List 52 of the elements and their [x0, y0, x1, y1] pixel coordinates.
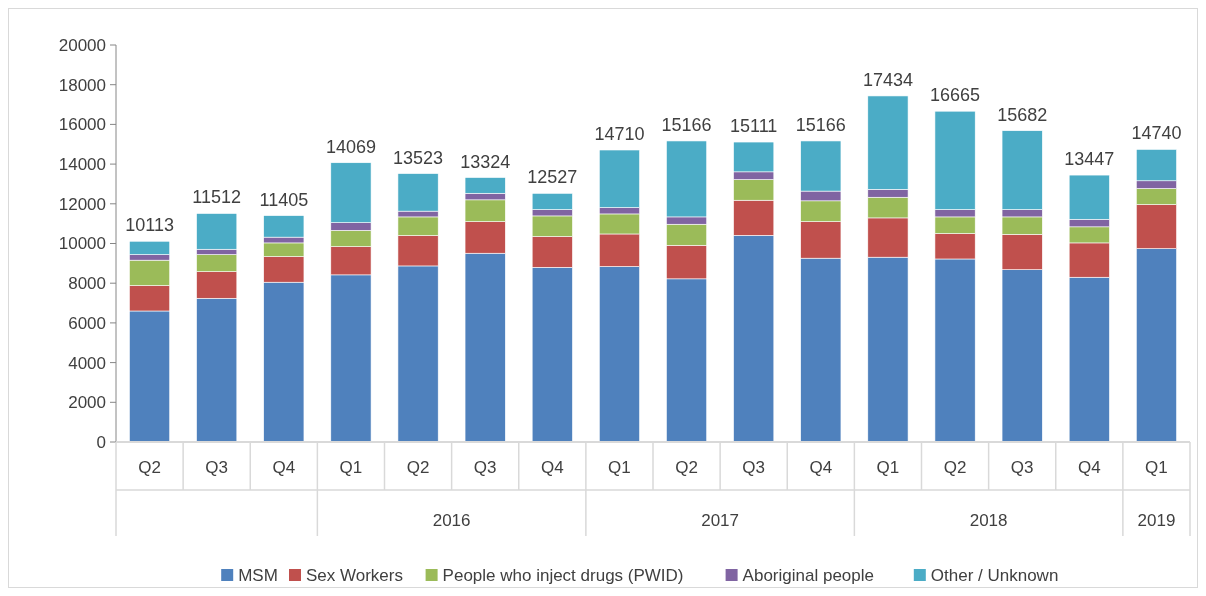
x-tick-label: Q4 — [809, 458, 833, 477]
x-tick-label: Q3 — [473, 458, 497, 477]
total-label: 13523 — [393, 147, 444, 168]
text: 2017 — [701, 511, 740, 530]
x-tick-label: Q3 — [205, 458, 229, 477]
y-tick-label: 10000 — [58, 234, 106, 254]
legend-label: People who inject drugs (PWID) — [442, 566, 684, 585]
total-label: 14069 — [325, 136, 376, 157]
total-label: 11405 — [259, 189, 309, 210]
text: 2016 — [432, 511, 471, 530]
x-tick-label: Q1 — [1145, 458, 1168, 477]
total-label: 13447 — [1064, 149, 1115, 170]
x-tick-label: Q4 — [272, 458, 296, 477]
y-tick-label: 8000 — [68, 274, 106, 294]
total-label: 13324 — [460, 151, 511, 172]
y-tick-label: 2000 — [68, 393, 106, 413]
total-label: 14740 — [1131, 123, 1182, 144]
x-tick-label: Q1 — [608, 458, 631, 477]
y-tick-label: 20000 — [58, 35, 106, 55]
text: 2018 — [969, 511, 1008, 530]
y-tick-label: 6000 — [68, 313, 106, 333]
total-label: 15166 — [661, 114, 712, 135]
x-tick-label: Q1 — [876, 458, 900, 477]
x-tick-label: Q2 — [406, 458, 430, 477]
x-tick-label: Q2 — [138, 458, 161, 477]
legend-label: Sex Workers — [306, 566, 403, 585]
total-label: 14710 — [594, 124, 645, 145]
y-tick-label: 16000 — [58, 115, 106, 135]
y-tick-label: 0 — [96, 432, 106, 452]
x-tick-label: Q3 — [1010, 458, 1034, 477]
x-tick-label: Q1 — [339, 458, 363, 477]
y-tick-label: 4000 — [68, 353, 106, 373]
x-tick-label: Q2 — [675, 458, 698, 477]
legend-label: Aboriginal people — [742, 566, 874, 585]
total-label: 16665 — [930, 85, 981, 106]
y-tick-label: 14000 — [58, 155, 106, 175]
total-label: 10113 — [125, 215, 174, 236]
y-tick-label: 12000 — [58, 194, 106, 214]
legend-label: MSM — [238, 566, 278, 585]
x-tick-label: Q2 — [943, 458, 967, 477]
total-label: 17434 — [862, 69, 913, 90]
text: 2019 — [1137, 511, 1176, 530]
x-tick-label: Q4 — [1077, 458, 1101, 477]
x-tick-label: Q3 — [742, 458, 766, 477]
total-label: 15166 — [795, 114, 846, 135]
total-label: 15682 — [997, 104, 1048, 125]
legend-label: Other / Unknown — [930, 566, 1059, 585]
total-label: 15111 — [729, 116, 778, 137]
total-label: 12527 — [527, 167, 578, 188]
x-tick-label: Q4 — [540, 458, 564, 477]
total-label: 11512 — [192, 187, 242, 208]
y-tick-label: 18000 — [58, 75, 106, 95]
